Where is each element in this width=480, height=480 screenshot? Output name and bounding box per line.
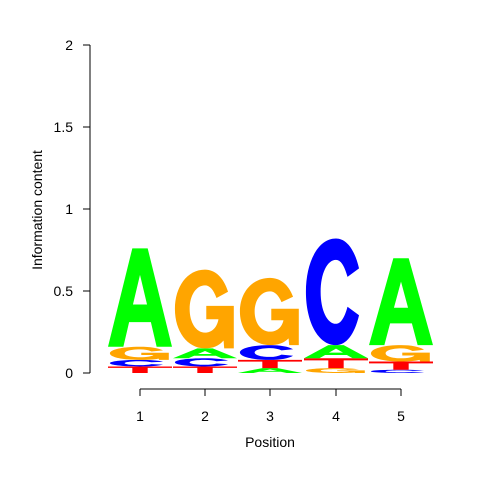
x-tick-label: 5	[397, 408, 405, 424]
logo-letter-t-pos4	[304, 358, 368, 369]
logo-letter-a-pos1	[108, 248, 172, 347]
logo-letter-a-pos2	[173, 348, 237, 359]
logo-letter-c-pos1	[109, 359, 164, 367]
logo-letter-c-pos5	[370, 369, 425, 373]
logo-letter-t-pos2	[173, 366, 237, 373]
y-tick-label: 1	[65, 201, 73, 217]
y-tick-label: 1.5	[54, 119, 74, 135]
y-axis: 0 0.5 1 1.5 2	[54, 37, 91, 381]
x-tick-label: 1	[136, 408, 144, 424]
logo-letter-g-pos3	[239, 277, 299, 346]
logo-letter-c-pos3	[239, 345, 294, 360]
logo-letter-c-pos4	[305, 238, 360, 346]
y-axis-title: Information content	[29, 150, 45, 270]
logo-letter-t-pos3	[238, 359, 302, 369]
y-tick-label: 0.5	[54, 283, 74, 299]
y-tick-label: 2	[65, 37, 73, 53]
x-axis-title: Position	[245, 434, 295, 450]
logo-letters	[108, 238, 433, 373]
logo-letter-c-pos2	[174, 358, 229, 367]
logo-letter-g-pos4	[305, 368, 365, 373]
y-tick-label: 0	[65, 365, 73, 381]
x-tick-label: 2	[201, 408, 209, 424]
logo-letter-g-pos2	[174, 269, 234, 349]
logo-letter-t-pos1	[108, 366, 172, 373]
logo-letter-g-pos5	[370, 345, 430, 362]
logo-letter-g-pos1	[109, 346, 169, 360]
logo-letter-a-pos5	[369, 258, 433, 346]
x-tick-label: 3	[266, 408, 274, 424]
logo-letter-t-pos5	[369, 361, 433, 370]
logo-letter-a-pos4	[304, 345, 368, 359]
x-tick-label: 4	[332, 408, 340, 424]
logo-letter-a-pos3	[238, 368, 302, 373]
x-axis: 1 2 3 4 5	[136, 388, 405, 424]
